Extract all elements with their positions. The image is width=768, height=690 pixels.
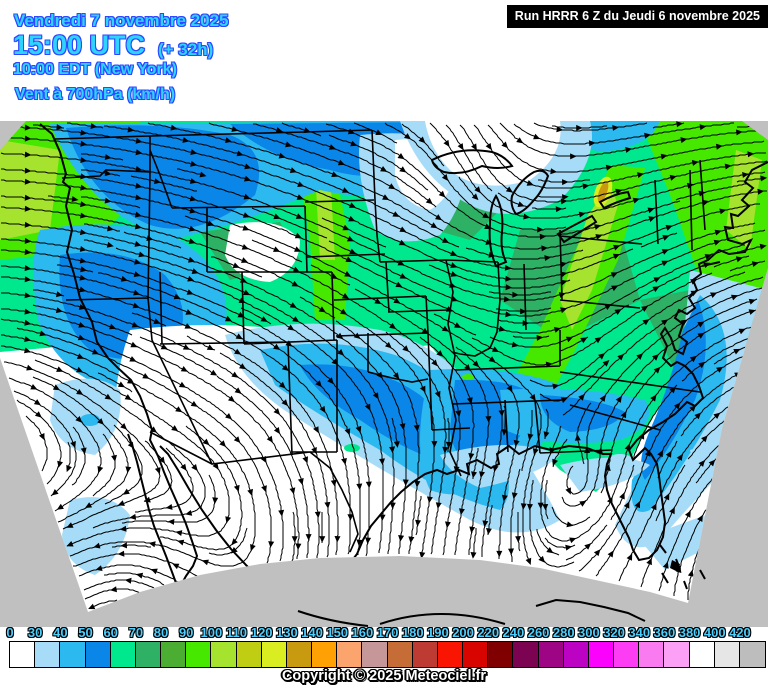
legend-cell (613, 641, 641, 668)
legend-tick: 300 (578, 625, 600, 640)
legend-cell (260, 641, 288, 668)
legend-tick: 360 (653, 625, 676, 640)
coastlines-over-mask (297, 544, 706, 627)
legend-tick: 280 (552, 625, 575, 640)
legend-cell (285, 641, 314, 668)
legend-tick: 30 (27, 625, 43, 640)
legend-cell (210, 641, 238, 668)
legend-tick: 380 (678, 625, 701, 640)
forecast-time-utc: 15:00 UTC (13, 30, 146, 60)
legend-cell (59, 641, 87, 668)
forecast-time-local: 10:00 EDT (New York) (13, 61, 177, 78)
parameter-label: Vent à 700hPa (km/h) (15, 86, 176, 103)
legend-tick: 200 (452, 625, 474, 640)
legend-cell (311, 641, 339, 668)
legend-cell (84, 641, 112, 668)
legend-cell (160, 641, 188, 668)
legend-cell (512, 641, 540, 668)
legend-tick: 70 (128, 625, 144, 640)
legend-tick: 80 (153, 625, 169, 640)
legend-tick: 40 (53, 625, 68, 640)
legend-cell (109, 641, 137, 668)
legend-cell (713, 641, 741, 668)
legend-cell (587, 641, 616, 668)
legend-tick: 160 (351, 625, 374, 640)
legend-cell (361, 641, 389, 668)
legend-tick: 240 (502, 625, 525, 640)
legend-tick: 420 (729, 625, 751, 640)
forecast-date: Vendredi 7 novembre 2025 (14, 11, 229, 30)
legend-tick: 60 (103, 625, 118, 640)
legend-cell (738, 641, 767, 668)
legend-tick: 150 (326, 625, 349, 640)
out-of-domain-mask (0, 121, 768, 627)
legend-tick: 220 (477, 625, 500, 640)
legend-tick: 190 (427, 625, 449, 640)
legend-cell (436, 641, 465, 668)
legend-cell (487, 641, 515, 668)
legend-cell (9, 641, 37, 668)
legend-tick: 400 (703, 625, 726, 640)
legend-tick: 100 (200, 625, 223, 640)
legend-cell (663, 641, 691, 668)
legend-tick: 180 (401, 625, 424, 640)
legend-cell (688, 641, 716, 668)
legend-cell (34, 641, 62, 668)
legend-tick: 140 (301, 625, 323, 640)
legend-tick: 120 (250, 625, 273, 640)
legend-cell (336, 641, 364, 668)
legend-cell (386, 641, 414, 668)
legend-cell (537, 641, 565, 668)
legend-cell (134, 641, 162, 668)
model-run-label: Run HRRR 6 Z du Jeudi 6 novembre 2025 (506, 5, 768, 28)
state-borders (54, 129, 706, 553)
legend-tick: 0 (6, 625, 14, 640)
legend-tick: 260 (527, 625, 550, 640)
legend-cell (562, 641, 590, 668)
copyright-text: Copyright © 2025 Meteociel.fr (281, 668, 487, 684)
legend-tick-labels: 0 30 40 50 60 70 80 90 100 110 120 130 140 150 160 170 1… (0, 625, 768, 640)
header: Vendredi 7 novembre 2025 15:00 UTC (+ 32… (0, 0, 768, 121)
streamlines (0, 121, 768, 610)
legend-tick: 90 (178, 625, 194, 640)
wind-map-svg (0, 121, 768, 627)
legend-tick: 50 (78, 625, 93, 640)
legend-cell (185, 641, 213, 668)
legend-cell (638, 641, 666, 668)
forecast-offset: (+ 32h) (158, 40, 214, 59)
legend-cell (235, 641, 263, 668)
legend-cell (411, 641, 439, 668)
legend-tick: 320 (603, 625, 625, 640)
legend-cell (462, 641, 490, 668)
legend-tick: 170 (376, 625, 399, 640)
legend-tick: 130 (276, 625, 298, 640)
legend-tick: 110 (226, 625, 248, 640)
legend-color-bar (0, 641, 768, 668)
wind-map (0, 121, 768, 627)
legend-tick: 340 (628, 625, 651, 640)
